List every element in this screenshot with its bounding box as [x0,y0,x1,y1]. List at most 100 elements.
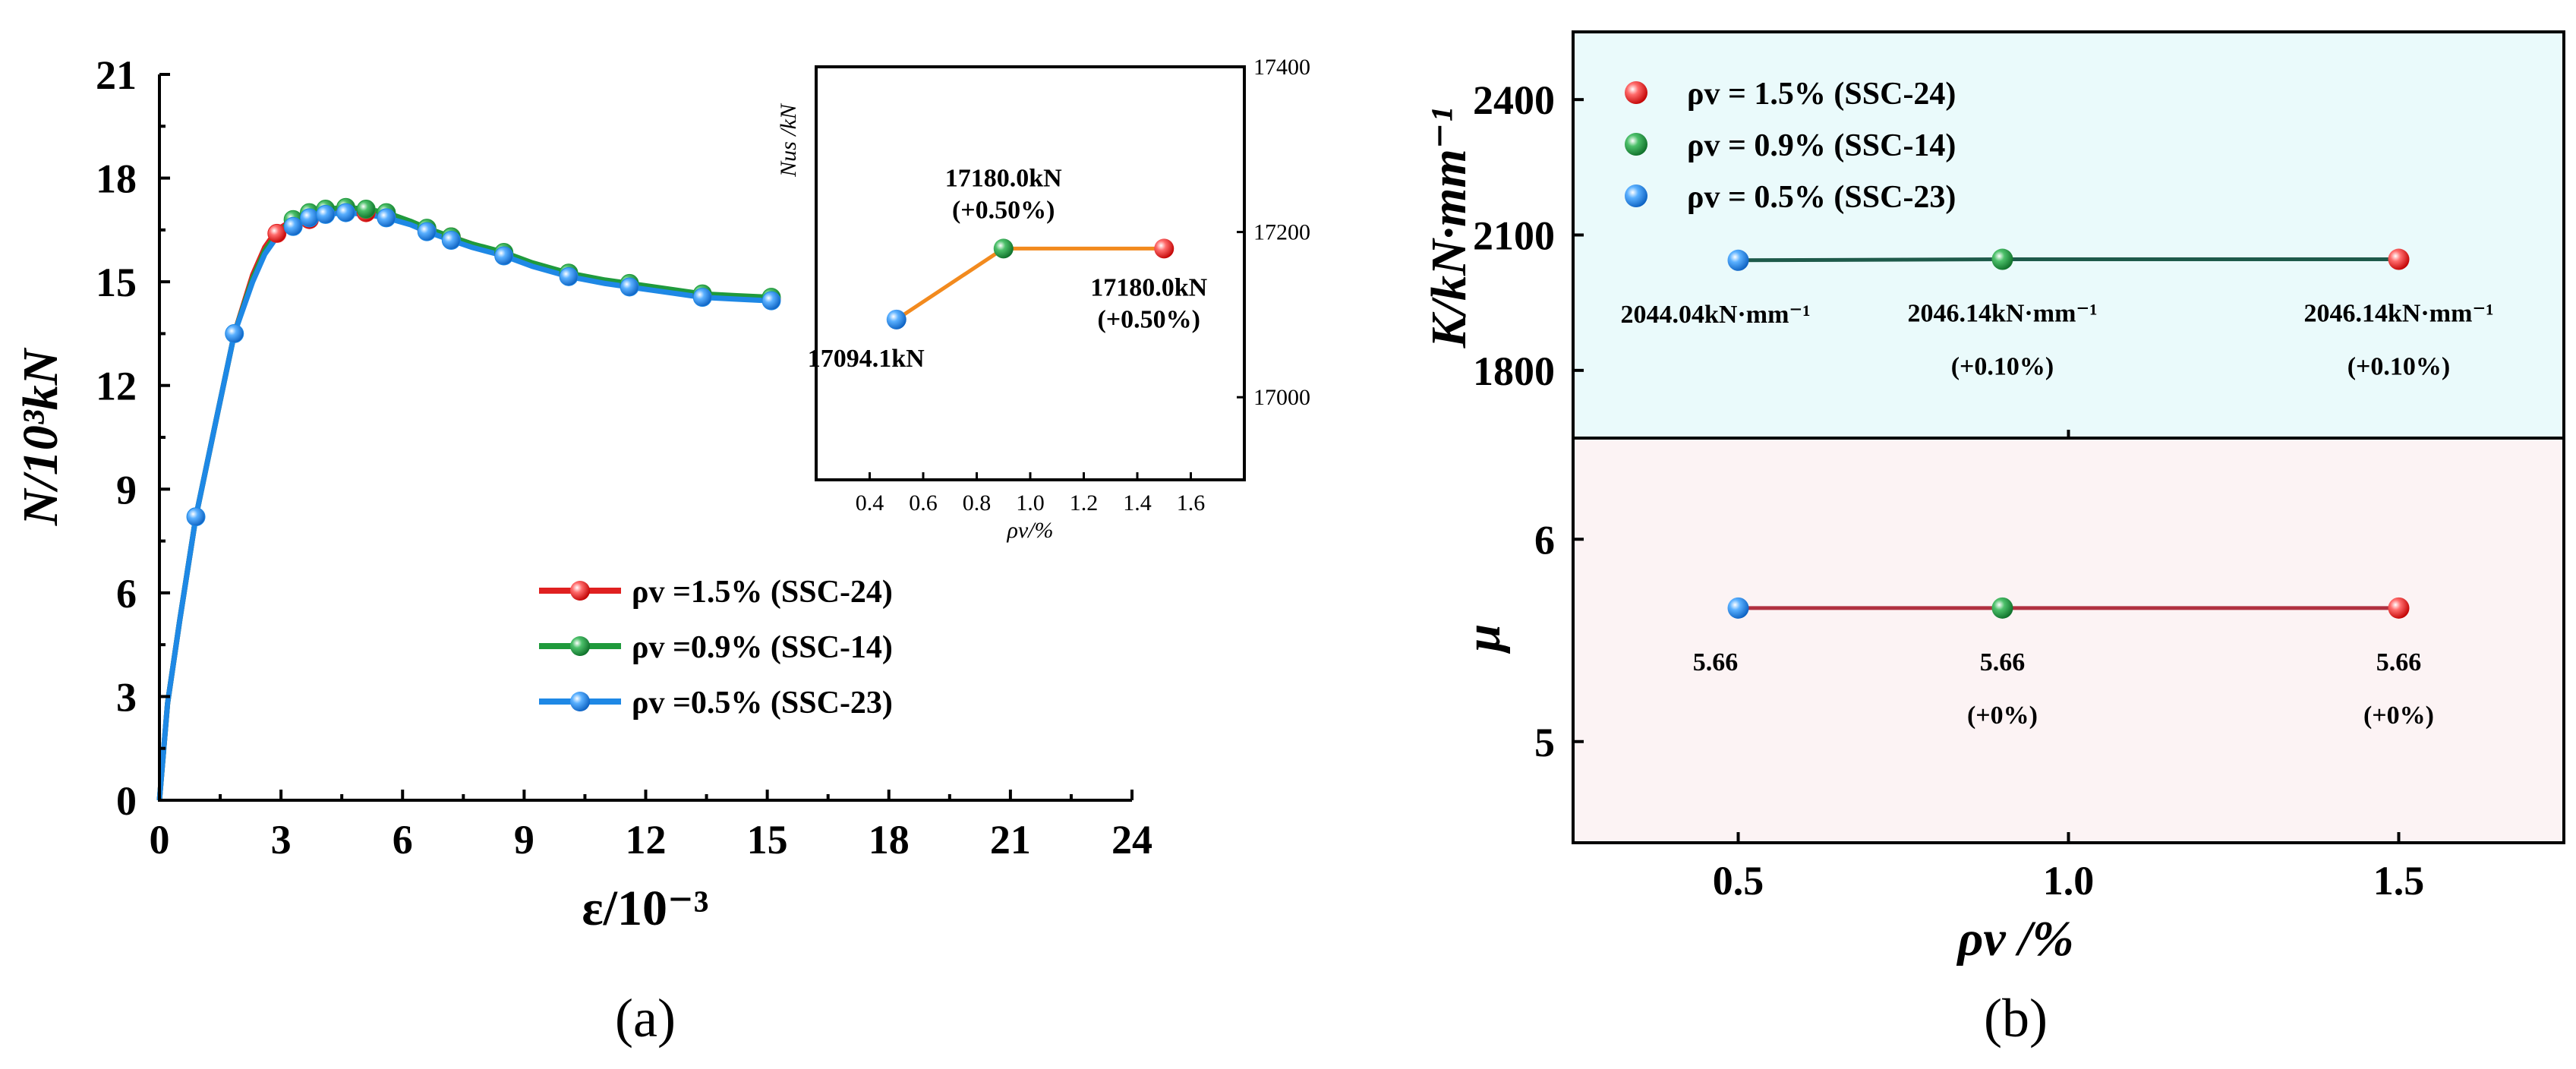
b-legend-marker-ssc-14 [1625,133,1647,156]
b-top-point-change-2: (+0.10%) [2347,353,2451,381]
panel-b-ticks: 0.5 1.0 1.5 1800 2100 2400 5 6 [1473,77,2424,903]
inset-xtick-label-1: 0.6 [909,490,938,516]
b-bottom-ytick-label-1: 6 [1534,517,1555,563]
panel-b-legend: ρv = 1.5% (SSC-24) ρv = 0.9% (SSC-14) ρv… [1625,77,1956,215]
b-legend-label-ssc-24: ρv = 1.5% (SSC-24) [1687,77,1956,112]
legend-marker-ssc-24 [570,581,590,601]
panel-b-top-ylabel: K/kN·mm⁻¹ [1421,108,1477,349]
a-series-line-2 [156,210,772,801]
a-series-2-point-2 [283,216,303,236]
inset-point-2 [1154,238,1174,259]
b-top-point-label-1: 2046.14kN·mm⁻¹ [1907,300,2097,328]
a-xtick-label-2: 6 [393,817,413,862]
b-xtick-label-2: 1.5 [2373,858,2425,903]
b-top-point-label-0: 2044.04kN·mm⁻¹ [1620,301,1810,329]
inset-xtick-label-2: 0.8 [963,490,992,516]
inset-ytick-label-2: 17400 [1253,55,1310,80]
b-legend-label-ssc-23: ρv = 0.5% (SSC-23) [1687,180,1956,215]
b-legend-entry-ssc-23: ρv = 0.5% (SSC-23) [1625,180,1956,215]
inset-frame [815,65,1246,481]
b-bottom-point-1 [1991,597,2013,619]
panel-b-bottom-background [1573,438,2564,843]
b-bottom-point-0 [1727,597,1749,619]
a-series-2-point-13 [761,291,781,311]
b-top-point-label-2: 2046.14kN·mm⁻¹ [2303,300,2493,328]
a-series-2-point-1 [225,323,244,343]
b-bottom-point-change-2: (+0%) [2363,702,2434,730]
b-top-ytick-label-2: 2400 [1473,77,1555,123]
a-series-2-point-8 [441,231,461,251]
panel-a: 0 3 6 9 12 15 18 21 24 0 3 6 9 12 15 18 21 N/10³kN ε/10⁻… [13,52,1310,1049]
legend-marker-ssc-23 [570,692,590,711]
legend-label-ssc-24: ρv =1.5% (SSC-24) [632,575,893,610]
a-xtick-label-4: 12 [626,817,667,862]
b-legend-entry-ssc-14: ρv = 0.9% (SSC-14) [1625,128,1956,163]
inset-point-label-0: 17094.1kN [808,345,925,373]
b-top-ytick-label-0: 1800 [1473,348,1555,394]
panel-b-xlabel: ρv /% [1956,911,2073,967]
inset-point-1 [993,238,1014,259]
inset-ytick-label-0: 17000 [1253,385,1310,410]
legend-entry-ssc-14: ρv =0.9% (SSC-14) [539,630,893,665]
a-xtick-label-6: 18 [869,817,910,862]
a-series-2-point-6 [377,208,396,228]
b-top-point-2 [2388,248,2410,270]
a-ytick-label-3: 9 [116,467,137,512]
a-series-2-point-7 [417,222,437,241]
panel-a-ylabel: N/10³kN [13,347,68,526]
a-ytick-label-0: 0 [116,778,137,824]
a-xtick-label-5: 15 [747,817,788,862]
a-ytick-label-2: 6 [116,571,137,616]
b-top-ytick-label-1: 2100 [1473,213,1555,259]
b-top-point-1 [1991,248,2013,270]
a-ytick-label-1: 3 [116,674,137,720]
a-ytick-label-7: 21 [96,52,137,98]
panel-a-inset: 17094.1kN 17180.0kN (+0.50%) 17180.0kN (+0.5… [776,55,1310,543]
legend-label-ssc-23: ρv =0.5% (SSC-23) [632,686,893,721]
inset-xtick-label-5: 1.4 [1123,490,1152,516]
panel-b-top-plot-area: 2044.04kN·mm⁻¹ 2046.14kN·mm⁻¹ (+0.10%) 2046… [1620,248,2494,381]
inset-point-change-1: (+0.50%) [952,196,1055,224]
inset-ylabel: Nus /kN [776,102,801,178]
panel-b-caption: (b) [1984,988,2048,1049]
b-bottom-point-label-0: 5.66 [1693,648,1739,676]
a-series-2-point-0 [186,507,206,527]
panel-a-caption: (a) [615,988,676,1049]
a-xtick-label-3: 9 [514,817,534,862]
inset-xlabel: ρv/% [1006,518,1053,543]
a-ytick-label-4: 12 [96,364,137,409]
a-xtick-label-8: 24 [1111,817,1152,862]
b-xtick-label-1: 1.0 [2043,858,2095,903]
a-series-0-point-0 [267,223,287,243]
a-series-2-point-10 [559,266,579,286]
b-legend-entry-ssc-24: ρv = 1.5% (SSC-24) [1625,77,1956,112]
panel-b: 2044.04kN·mm⁻¹ 2046.14kN·mm⁻¹ (+0.10%) 2046… [1421,30,2565,1049]
inset-plot-area: 17094.1kN 17180.0kN (+0.50%) 17180.0kN (+0.5… [808,164,1208,372]
a-series-2-point-9 [494,246,514,266]
legend-marker-ssc-14 [570,636,590,656]
b-bottom-point-2 [2388,597,2410,619]
a-xtick-label-1: 3 [271,817,292,862]
b-legend-label-ssc-14: ρv = 0.9% (SSC-14) [1687,128,1956,163]
a-series-1-point-4 [356,200,376,219]
legend-label-ssc-14: ρv =0.9% (SSC-14) [632,630,893,665]
a-series-2-point-5 [336,203,356,222]
inset-point-label-2: 17180.0kN [1090,273,1207,301]
inset-xtick-label-0: 0.4 [856,490,884,516]
panel-a-plot-area [156,197,781,801]
panel-b-top-background [1573,32,2564,438]
a-xtick-label-7: 21 [990,817,1031,862]
panel-b-bottom-plot-area: 5.66 5.66 (+0%) 5.66 (+0%) [1693,597,2434,730]
a-xtick-label-0: 0 [150,817,170,862]
inset-point-0 [886,309,906,330]
inset-xtick-label-6: 1.6 [1177,490,1206,516]
inset-xtick-label-3: 1.0 [1016,490,1045,516]
b-legend-marker-ssc-24 [1625,81,1647,104]
legend-entry-ssc-23: ρv =0.5% (SSC-23) [539,686,893,721]
a-series-2-point-4 [316,204,336,224]
b-bottom-ytick-label-0: 5 [1534,720,1555,765]
b-bottom-point-label-1: 5.66 [1980,648,2026,676]
a-ytick-label-5: 15 [96,260,137,305]
b-top-point-0 [1727,249,1749,271]
